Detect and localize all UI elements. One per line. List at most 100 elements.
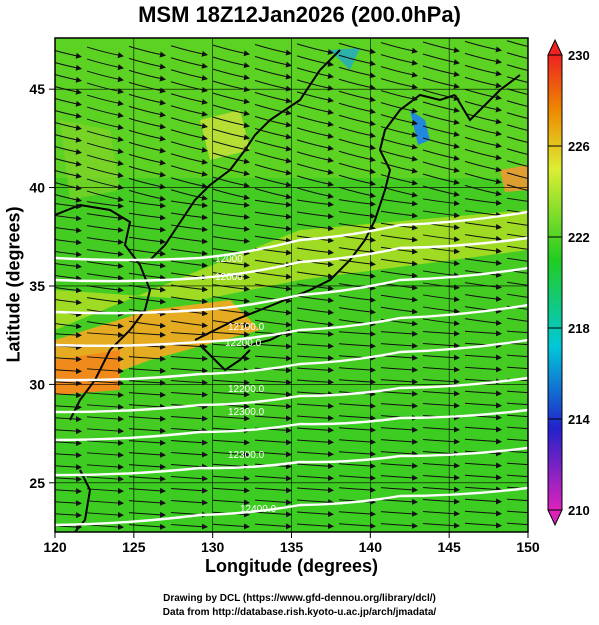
streamline — [422, 89, 460, 102]
streamline — [464, 246, 502, 254]
streamline — [170, 45, 208, 57]
height-contour — [55, 303, 528, 347]
streamline — [422, 258, 460, 267]
streamline — [338, 438, 376, 445]
streamline — [86, 46, 124, 59]
streamline — [254, 68, 292, 80]
streamline — [86, 427, 124, 434]
streamline — [254, 487, 292, 494]
streamline — [380, 510, 418, 517]
streamline — [55, 122, 82, 131]
streamline — [464, 366, 502, 373]
streamline — [506, 390, 528, 394]
streamline — [464, 510, 502, 517]
streamline — [86, 355, 124, 362]
streamline — [338, 402, 376, 409]
streamline — [338, 510, 376, 517]
streamline — [254, 128, 292, 140]
streamline — [212, 451, 250, 458]
streamline — [170, 463, 208, 470]
streamline — [422, 185, 460, 198]
streamline — [464, 294, 502, 302]
streamline — [170, 69, 208, 81]
contour-label: 12200.0 — [225, 338, 262, 349]
streamline — [170, 189, 208, 201]
streamline — [128, 153, 166, 166]
streamline — [254, 367, 292, 374]
streamline — [254, 499, 292, 506]
streamline — [338, 522, 376, 529]
streamline — [464, 306, 502, 314]
streamline — [380, 522, 418, 529]
streamline — [55, 512, 82, 519]
streamline — [128, 475, 166, 482]
streamline — [338, 271, 376, 279]
streamline — [212, 140, 250, 153]
streamline — [86, 82, 124, 95]
streamline — [380, 102, 418, 114]
x-tick-label: 130 — [201, 539, 225, 555]
streamline — [212, 56, 250, 69]
streamline — [212, 224, 250, 232]
streamline — [128, 117, 166, 130]
streamline — [128, 165, 166, 178]
streamline — [422, 198, 460, 207]
streamline — [254, 199, 292, 208]
streamline — [254, 271, 292, 280]
x-axis-label: Longitude (degrees) — [204, 556, 378, 576]
streamline — [128, 260, 166, 269]
streamline — [170, 93, 208, 105]
streamline — [128, 284, 166, 293]
streamline — [338, 174, 376, 187]
streamline — [422, 77, 460, 90]
streamline — [55, 476, 82, 483]
streamline — [55, 298, 82, 306]
streamline — [296, 475, 334, 482]
streamline — [212, 176, 250, 189]
streamline — [86, 142, 124, 155]
streamline — [338, 102, 376, 115]
streamline — [380, 54, 418, 66]
axis-ticks — [49, 88, 529, 538]
streamline — [86, 237, 124, 245]
streamline — [86, 166, 124, 179]
streamline — [422, 101, 460, 114]
streamline — [296, 55, 334, 67]
streamline — [170, 296, 208, 305]
streamline — [170, 367, 208, 374]
streamline — [128, 105, 166, 118]
streamline — [254, 116, 292, 128]
streamline — [55, 488, 82, 495]
streamline — [506, 366, 528, 370]
axis-tick-labels: 120 125 130 135 140 145 150 25 30 35 40 45 — [29, 81, 539, 555]
streamline — [506, 88, 528, 95]
streamline — [338, 42, 376, 55]
streamline — [464, 474, 502, 481]
streamline — [170, 177, 208, 189]
streamline — [86, 451, 124, 458]
streamline — [55, 86, 82, 95]
streamline — [212, 236, 250, 244]
contour-label: 12400.0 — [240, 504, 277, 515]
height-contour — [55, 266, 528, 315]
streamline — [422, 462, 460, 469]
streamline — [380, 498, 418, 505]
streamline — [86, 154, 124, 167]
streamline — [86, 225, 124, 233]
streamline — [464, 100, 502, 113]
streamline — [464, 342, 502, 349]
streamline — [464, 498, 502, 505]
streamline — [506, 64, 528, 71]
streamline — [170, 200, 208, 209]
streamline — [212, 284, 250, 292]
streamline — [422, 113, 460, 126]
streamline — [212, 248, 250, 256]
streamline — [128, 81, 166, 94]
streamline — [55, 134, 82, 143]
streamline — [128, 69, 166, 82]
streamline — [380, 66, 418, 78]
streamline — [254, 235, 292, 244]
streamline — [506, 76, 528, 83]
streamline — [212, 331, 250, 338]
